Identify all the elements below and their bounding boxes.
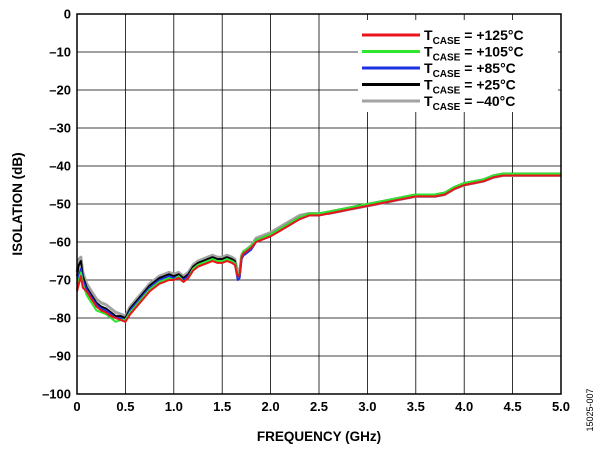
- legend-prefix: T: [424, 93, 433, 109]
- y-tick-label: –50: [49, 197, 71, 212]
- legend-suffix: = +25°C: [460, 77, 515, 93]
- y-axis-label: ISOLATION (dB): [10, 152, 25, 255]
- plot-frame: [76, 13, 562, 395]
- legend-subscript: CASE: [433, 86, 461, 97]
- legend-label: TCASE = +125°C: [424, 27, 524, 47]
- y-tick-label: –100: [42, 387, 71, 402]
- legend-label: TCASE = –40°C: [424, 93, 515, 113]
- legend-suffix: = +105°C: [460, 44, 523, 60]
- y-tick-label: –10: [49, 45, 71, 60]
- y-tick-label: 0: [64, 7, 71, 22]
- x-tick-label: 1.0: [165, 399, 183, 414]
- x-tick-label: 3.5: [407, 399, 425, 414]
- y-tick-label: –80: [49, 311, 71, 326]
- legend-subscript: CASE: [433, 53, 461, 64]
- x-tick-label: 3.0: [358, 399, 376, 414]
- x-tick-label: 0: [73, 399, 80, 414]
- y-tick-label: –20: [49, 83, 71, 98]
- series-layer: [75, 172, 561, 323]
- legend-prefix: T: [424, 44, 433, 60]
- y-tick-label: –30: [49, 121, 71, 136]
- legend-suffix: = –40°C: [460, 93, 515, 109]
- legend-subscript: CASE: [433, 102, 461, 113]
- legend-prefix: T: [424, 27, 433, 43]
- legend-suffix: = +85°C: [460, 60, 515, 76]
- legend-prefix: T: [424, 60, 433, 76]
- x-tick-label: 4.5: [504, 399, 522, 414]
- x-tick-label: 1.5: [213, 399, 231, 414]
- x-tick-label: 2.0: [262, 399, 280, 414]
- x-tick-label: 4.0: [455, 399, 473, 414]
- x-tick-label: 2.5: [310, 399, 328, 414]
- x-axis-label: FREQUENCY (GHz): [257, 429, 381, 444]
- legend-label: TCASE = +25°C: [424, 77, 516, 97]
- figure-id: 15025-007: [585, 388, 595, 431]
- y-tick-labels: 0 –10 –20 –30 –40 –50 –60 –70 –80 –90 –100: [42, 7, 71, 402]
- legend-prefix: T: [424, 77, 433, 93]
- series-line-0: [76, 174, 561, 323]
- legend-subscript: CASE: [433, 69, 461, 80]
- x-tick-label: 0.5: [116, 399, 134, 414]
- legend-suffix: = +125°C: [460, 27, 523, 43]
- y-tick-label: –70: [49, 273, 71, 288]
- x-tick-labels: 0 0.5 1.0 1.5 2.0 2.5 3.0 3.5 4.0 4.5 5.0: [73, 399, 570, 414]
- y-tick-label: –90: [49, 349, 71, 364]
- x-tick-label: 5.0: [552, 399, 570, 414]
- legend-label: TCASE = +85°C: [424, 60, 516, 80]
- y-tick-label: –60: [49, 235, 71, 250]
- legend-subscript: CASE: [433, 36, 461, 47]
- y-tick-label: –40: [49, 159, 71, 174]
- legend-label: TCASE = +105°C: [424, 44, 524, 64]
